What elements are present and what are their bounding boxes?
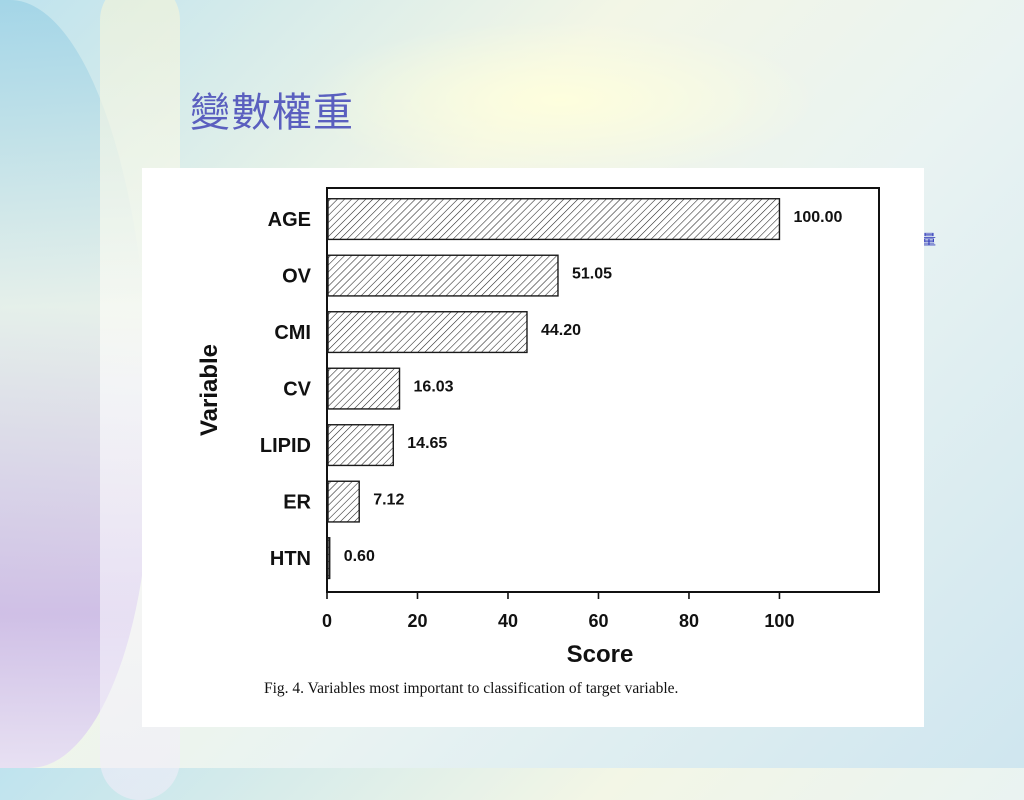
- y-axis-label: Variable: [196, 344, 223, 436]
- category-label-ov: OV: [282, 266, 312, 288]
- x-tick-label: 100: [764, 611, 794, 631]
- bar-series: AGE 100.00 OV 51.05 CMI 44.20 CV 16.03 LIPID 14.6…: [260, 198, 842, 580]
- category-label-age: AGE: [268, 209, 311, 231]
- x-tick-label: 0: [322, 611, 332, 631]
- value-label-cv: 16.03: [414, 379, 454, 396]
- bar-er: [327, 480, 360, 523]
- figure-caption: Fig. 4. Variables most important to clas…: [264, 680, 679, 697]
- category-label-cv: CV: [283, 379, 311, 401]
- x-tick-label: 80: [679, 611, 699, 631]
- x-tick-label: 60: [588, 611, 608, 631]
- x-axis-label: Score: [567, 641, 634, 668]
- bar-lipid: [327, 424, 394, 467]
- slide-title: 變數權重: [190, 90, 354, 136]
- background-glow: [300, 20, 820, 180]
- x-axis: 0 20 40 60 80 100: [322, 592, 794, 631]
- side-text-fragment: 量: [920, 232, 936, 246]
- value-label-ov: 51.05: [572, 266, 612, 283]
- plot-frame: [326, 187, 880, 593]
- bar-age: [327, 198, 781, 241]
- bar-cv: [327, 367, 401, 410]
- value-label-lipid: 14.65: [407, 435, 447, 452]
- bar-htn: [327, 537, 331, 580]
- category-label-htn: HTN: [270, 548, 311, 570]
- x-tick-label: 20: [407, 611, 427, 631]
- category-label-er: ER: [283, 492, 311, 514]
- value-label-age: 100.00: [793, 209, 842, 226]
- bar-chart: Variable Score AGE 100.00 OV 51.05 CMI 44.20 C…: [196, 187, 880, 668]
- value-label-htn: 0.60: [344, 548, 375, 565]
- category-label-lipid: LIPID: [260, 435, 311, 457]
- value-label-er: 7.12: [373, 492, 404, 509]
- value-label-cmi: 44.20: [541, 322, 581, 339]
- x-tick-label: 40: [498, 611, 518, 631]
- bar-cmi: [327, 311, 528, 354]
- bar-ov: [327, 254, 559, 297]
- category-label-cmi: CMI: [274, 322, 311, 344]
- figure-panel: Variable Score AGE 100.00 OV 51.05 CMI 44.20 C…: [142, 168, 924, 727]
